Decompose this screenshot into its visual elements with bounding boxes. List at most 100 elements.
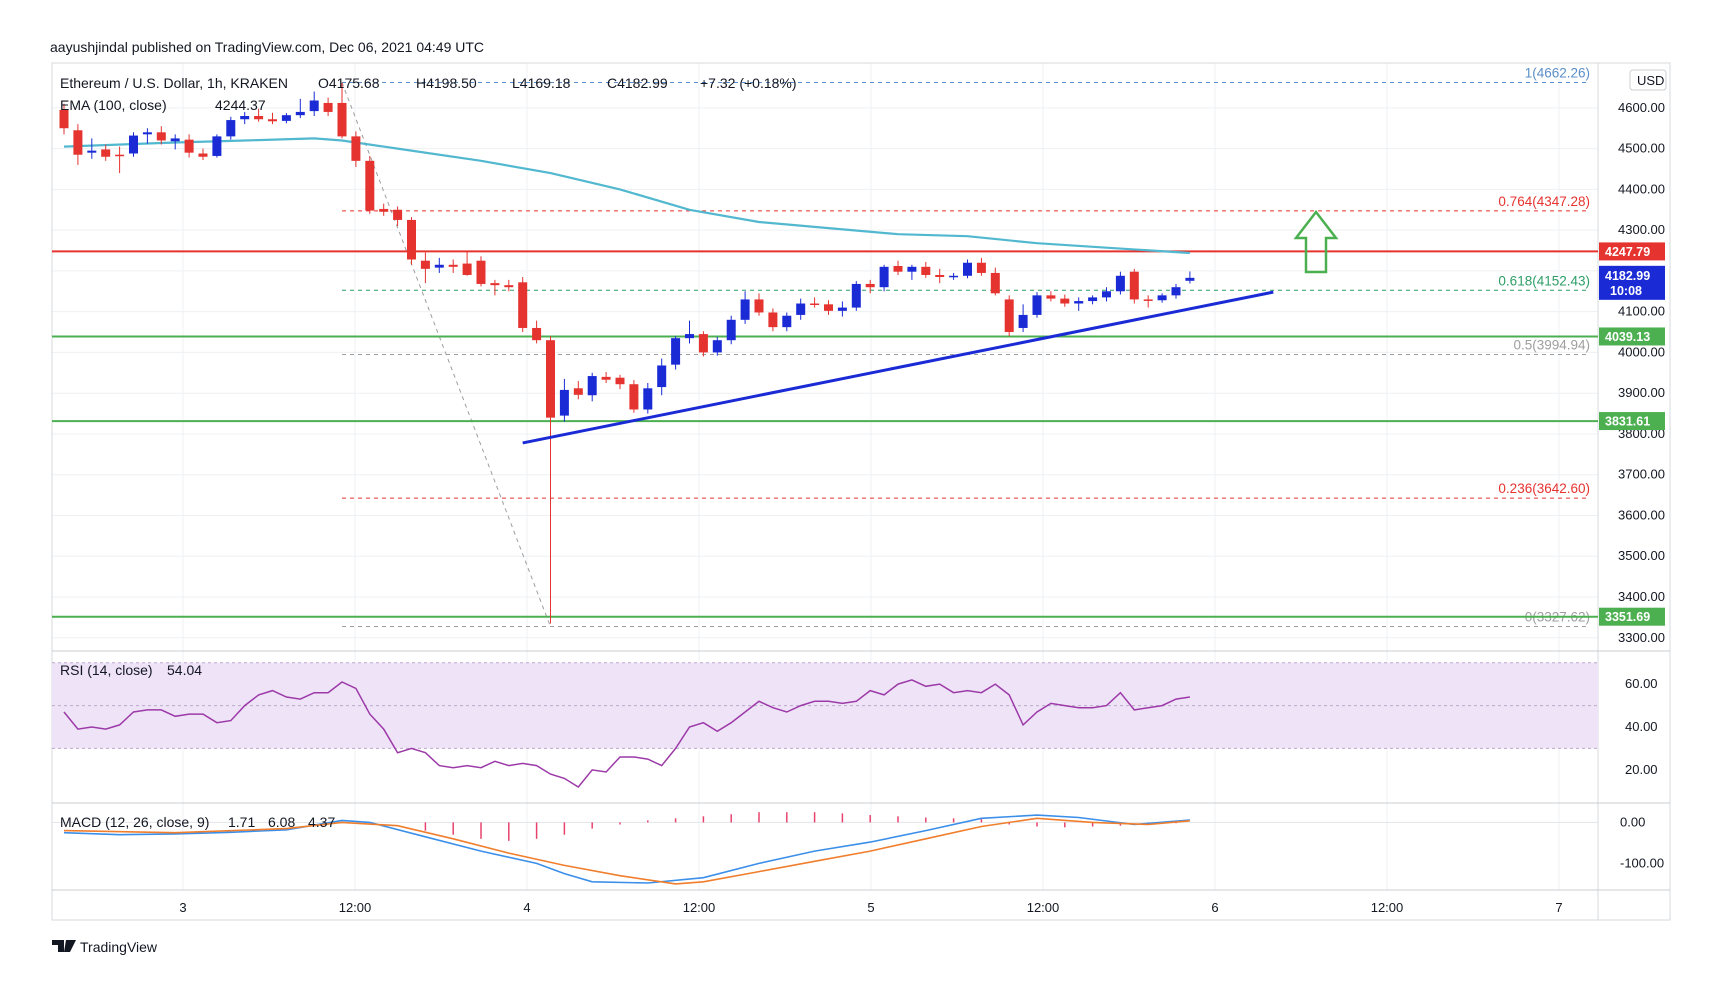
price-tick-label: 4300.00 [1618,222,1665,237]
candle [990,267,1000,296]
candle [73,124,83,165]
candle-body [115,154,125,157]
candle [1060,294,1070,307]
candle-body [740,299,750,320]
candle [921,261,931,278]
candle [629,380,639,413]
candle [212,134,222,158]
candle-body [407,219,416,260]
candle-body [393,209,403,220]
candle [1129,268,1139,304]
level-tag [1599,327,1665,346]
fib-label: 1(4662.26) [1525,65,1590,80]
candle [1143,295,1153,308]
legend-open: O4175.68 [318,75,380,91]
candle-body [698,334,708,353]
candle [295,98,305,119]
candle [490,279,500,296]
candle [1046,291,1056,302]
time-tick-label: 3 [179,900,186,915]
price-tick-label: 4000.00 [1618,344,1665,359]
tv-logo-icon [52,940,64,952]
price-tick-label: 4100.00 [1618,304,1665,319]
candle-body [462,263,472,275]
price-tick-label: 3600.00 [1618,507,1665,522]
candle [740,291,750,324]
candle [434,257,444,273]
candle-body [337,102,347,137]
candle [309,91,319,116]
candle [712,336,722,356]
macd-legend-macd: 6.08 [268,814,295,830]
candle [504,279,514,292]
candle [268,112,277,125]
macd-pane: MACD (12, 26, close, 9) 1.71 6.08 4.37 0.00 -… [52,812,1664,885]
candle-body [240,115,250,120]
candle [907,264,917,280]
candle [865,279,875,294]
candle [1102,287,1111,302]
rsi-tick-label: 40.00 [1625,719,1658,734]
candle [824,300,833,315]
candle-body [309,100,319,112]
price-tick-label: 3500.00 [1618,548,1665,563]
candle [893,260,903,275]
candle [768,308,778,332]
candle-body [87,150,97,153]
candle [156,126,166,145]
time-tick-label: 4 [523,900,530,915]
candle [837,301,847,317]
time-tick-label: 12:00 [1371,900,1404,915]
candle [782,312,792,332]
candle [393,206,403,227]
candle-body [1143,299,1153,301]
candle-body [851,283,861,308]
signal-line [63,817,1190,885]
candle [407,217,416,265]
level-tag-label: 3351.69 [1605,610,1650,624]
candle-body [184,139,194,153]
price-tick-label: 3300.00 [1618,630,1665,645]
candle-body [434,264,444,268]
candle-body [1074,301,1084,304]
candle-body [490,283,500,286]
candle [976,257,986,276]
candle-body [824,304,833,311]
candle-body [573,388,583,395]
candle [726,315,736,345]
candle-body [893,266,903,272]
candle-body [768,312,778,328]
candle-body [907,266,917,272]
candle [1157,293,1167,303]
candle-body [657,365,667,388]
fib-label: 0.764(4347.28) [1498,194,1590,209]
candle [420,252,430,284]
candle [879,264,889,292]
candle [87,138,97,159]
level-tag-label: 4039.13 [1605,330,1650,344]
price-tick-label: 4500.00 [1618,141,1665,156]
candle-body [685,334,694,339]
macd-line [63,814,1190,884]
price-tick-label: 3700.00 [1618,467,1665,482]
currency-badge[interactable] [1629,69,1667,91]
candle-body [796,303,806,315]
candle-body [671,338,681,365]
time-axis: 3 12:00 4 12:00 5 12:00 6 12:00 7 [179,900,1562,915]
rsi-pane: RSI (14, close) 54.04 60.00 40.00 20.00 [52,662,1658,788]
candle [601,371,611,383]
candle-body [448,264,458,267]
candle-body [629,384,639,410]
candle [240,111,250,125]
candle-body [351,136,361,161]
fib-label: 0.5(3994.94) [1513,337,1590,352]
candle-body [990,272,1000,294]
candle-body [587,376,597,396]
candle [1018,304,1028,333]
candle [1074,297,1084,311]
candle [101,144,111,161]
macd-tick-label: -100.00 [1620,855,1664,870]
rsi-tick-label: 60.00 [1625,676,1658,691]
